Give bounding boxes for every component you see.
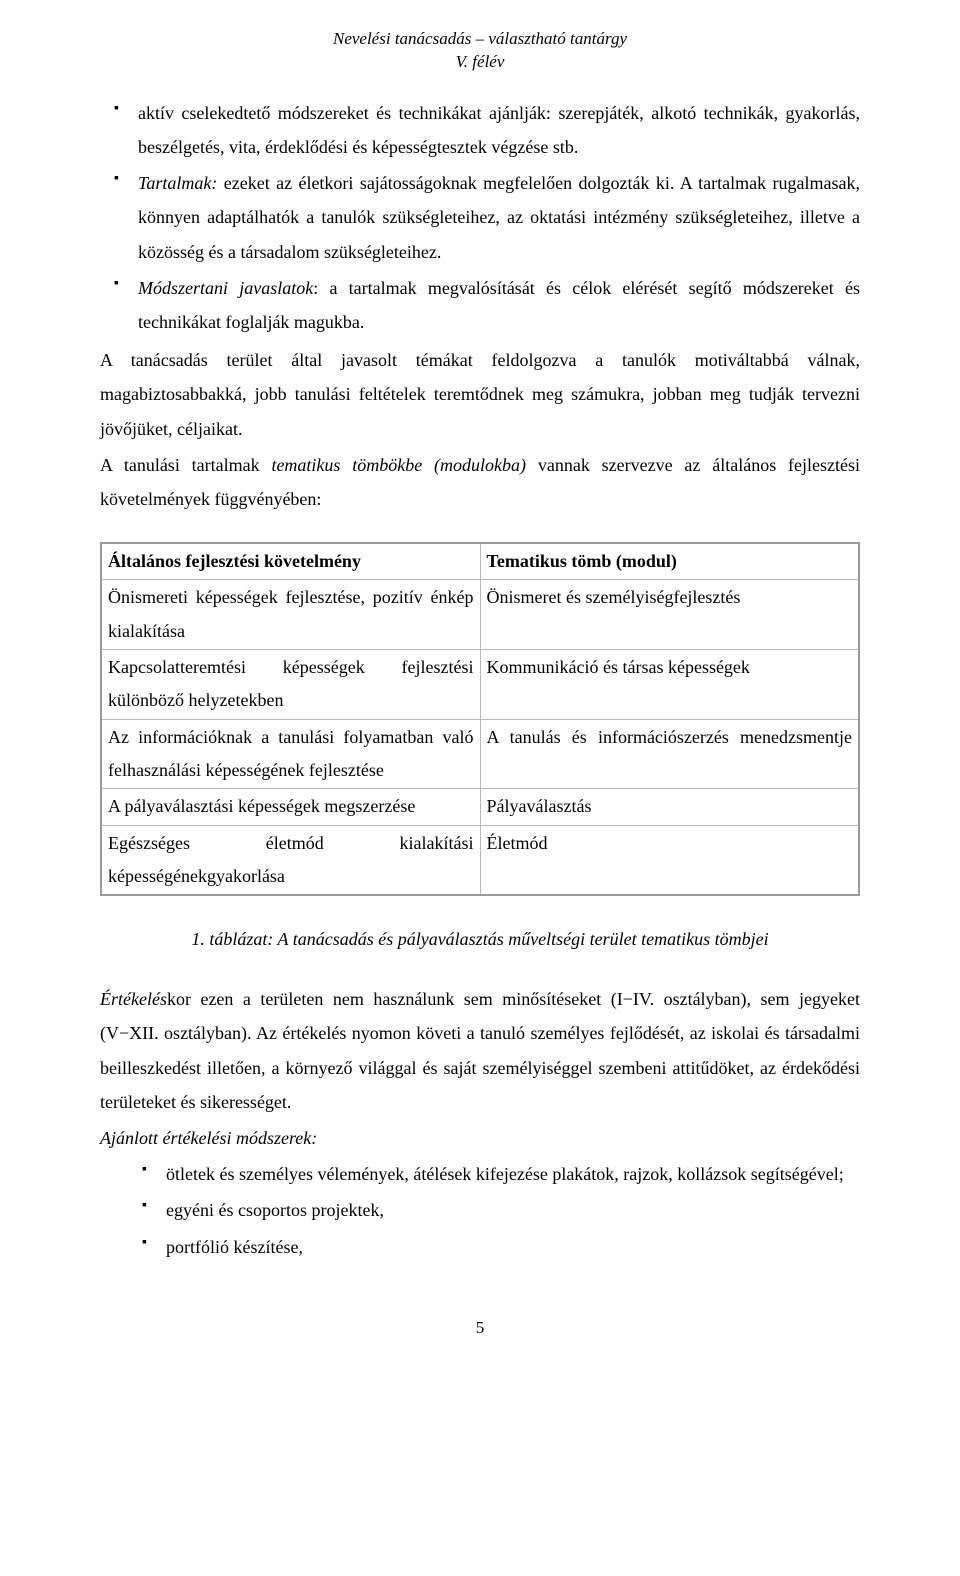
list-item-lead: Módszertani javaslatok [138,278,313,298]
page-number: 5 [100,1312,860,1344]
list-item: portfólió készítése, [128,1230,860,1264]
list-item-text: portfólió készítése, [166,1237,303,1257]
table-cell: Az információknak a tanulási folyamatban… [101,719,480,789]
table-row-header: Általános fejlesztési követelmény Temati… [101,543,859,580]
table-row: Kapcsolatteremtési képességek fejlesztés… [101,650,859,720]
table-row: Egészséges életmód kialakítási képességé… [101,825,859,895]
list-item: Tartalmak: ezeket az életkori sajátosság… [100,166,860,269]
text-fragment: A tanulási tartalmak [100,455,271,475]
table-row: Az információknak a tanulási folyamatban… [101,719,859,789]
list-item: egyéni és csoportos projektek, [128,1193,860,1227]
list-item-text: aktív cselekedtető módszereket és techni… [138,103,860,157]
bottom-bullet-list: ötletek és személyes vélemények, átélése… [128,1157,860,1264]
text-fragment-italic: Értékelés [100,989,167,1009]
ajanlott-label: Ajánlott értékelési módszerek: [100,1121,860,1155]
table-cell: A tanulás és információszerzés menedzsme… [480,719,859,789]
ertekeles-paragraph: Értékeléskor ezen a területen nem haszná… [100,982,860,1119]
text-fragment-italic: tematikus tömbökbe (modulokba) [271,455,526,475]
list-item-lead: Tartalmak: [138,173,217,193]
table-cell: Kommunikáció és társas képességek [480,650,859,720]
table-cell: Egészséges életmód kialakítási képességé… [101,825,480,895]
table-cell: Pályaválasztás [480,789,859,825]
list-item: aktív cselekedtető módszereket és techni… [100,96,860,164]
table-header-cell: Általános fejlesztési követelmény [101,543,480,580]
text-fragment: kor ezen a területen nem használunk sem … [100,989,860,1112]
tematikus-table: Általános fejlesztési követelmény Temati… [100,542,860,896]
table-caption: 1. táblázat: A tanácsadás és pályaválasz… [100,922,860,956]
header-line-1: Nevelési tanácsadás – választható tantár… [100,28,860,51]
table-cell: Kapcsolatteremtési képességek fejlesztés… [101,650,480,720]
table-row: Önismereti képességek fejlesztése, pozit… [101,580,859,650]
body-paragraph: A tanácsadás terület által javasolt témá… [100,343,860,446]
table-cell: Önismeret és személyiségfejlesztés [480,580,859,650]
table-cell: Önismereti képességek fejlesztése, pozit… [101,580,480,650]
table-header-cell: Tematikus tömb (modul) [480,543,859,580]
header-line-2: V. félév [100,51,860,74]
list-item: ötletek és személyes vélemények, átélése… [128,1157,860,1191]
top-bullet-list: aktív cselekedtető módszereket és techni… [100,96,860,339]
table-row: A pályaválasztási képességek megszerzése… [101,789,859,825]
table-cell: A pályaválasztási képességek megszerzése [101,789,480,825]
body-paragraph-tematikus: A tanulási tartalmak tematikus tömbökbe … [100,448,860,516]
list-item-text: egyéni és csoportos projektek, [166,1200,384,1220]
running-header: Nevelési tanácsadás – választható tantár… [100,28,860,74]
table-cell: Életmód [480,825,859,895]
list-item-text: ötletek és személyes vélemények, átélése… [166,1164,844,1184]
list-item: Módszertani javaslatok: a tartalmak megv… [100,271,860,339]
list-item-text: ezeket az életkori sajátosságoknak megfe… [138,173,860,261]
